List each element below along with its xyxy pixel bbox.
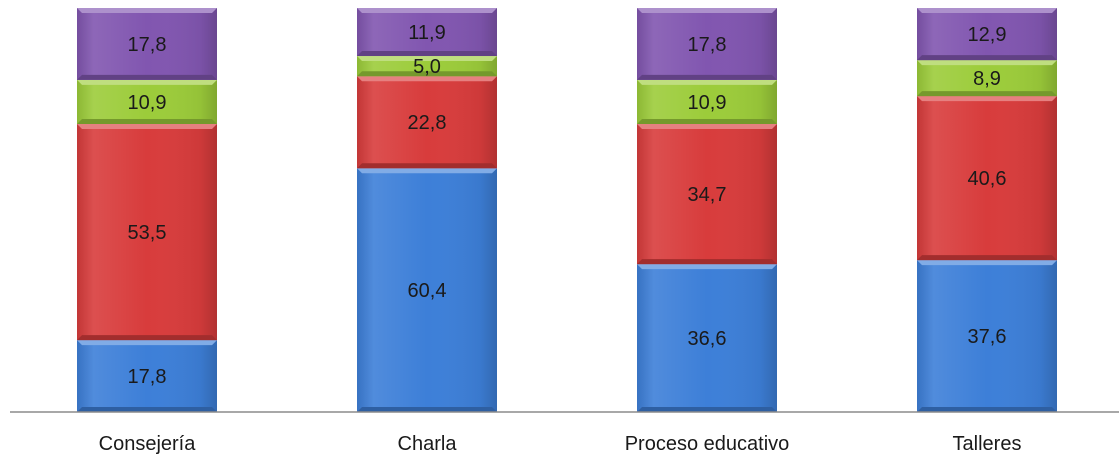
- data-label: 60,4: [408, 280, 447, 302]
- bar-bevel-top: [917, 8, 1057, 13]
- bar-shading: [637, 8, 777, 80]
- bar-bevel-bottom: [77, 118, 217, 124]
- bar-bevel-bottom: [637, 118, 777, 124]
- bar-shading: [77, 340, 217, 412]
- bar-shading: [917, 96, 1057, 261]
- bar-bevel-top: [357, 56, 497, 62]
- bar-shading: [357, 8, 497, 57]
- data-label: 22,8: [408, 112, 447, 134]
- bar-segment-1-2: 5,0: [357, 56, 497, 78]
- bar-bevel-top: [357, 8, 497, 13]
- bar-segment-0-3: 17,8: [77, 8, 217, 80]
- bar-segment-0-1: 53,5: [77, 123, 217, 341]
- bar-bevel-top: [77, 79, 217, 85]
- bar-bevel-bottom: [357, 407, 497, 412]
- data-label: 37,6: [968, 326, 1007, 348]
- bar-bevel-top: [637, 123, 777, 129]
- data-label: 34,7: [688, 184, 727, 206]
- bar-bevel-bottom: [917, 407, 1057, 412]
- bar-bevel-top: [917, 60, 1057, 66]
- bar-segment-0-0: 17,8: [77, 340, 217, 412]
- data-label: 17,8: [688, 34, 727, 56]
- category-label: Talleres: [953, 433, 1022, 455]
- bar-bevel-bottom: [357, 71, 497, 77]
- category-labels: Consejería Charla Proceso educativo Tallere…: [99, 433, 1022, 455]
- bar-segment-3-3: 12,9: [917, 8, 1057, 61]
- bar-bevel-top: [357, 168, 497, 174]
- data-label: 17,8: [128, 34, 167, 56]
- bar-bevel-bottom: [357, 163, 497, 169]
- bars-group: 17,8 53,5 10,9 17,8 60,4 22,8 5,0 11,9 36,6 34,7 1…: [77, 8, 1057, 412]
- data-label: 12,9: [968, 24, 1007, 46]
- bar-bevel-top: [77, 123, 217, 129]
- category-label: Charla: [398, 433, 458, 455]
- bar-bevel-top: [637, 79, 777, 85]
- bar-bevel-bottom: [357, 51, 497, 57]
- bar-segment-0-2: 10,9: [77, 79, 217, 124]
- bar-shading: [357, 168, 497, 412]
- bar-bevel-bottom: [917, 255, 1057, 261]
- bar-bevel-bottom: [77, 407, 217, 412]
- data-label: 11,9: [408, 22, 445, 44]
- data-label: 53,5: [128, 222, 167, 244]
- bar-bevel-top: [637, 264, 777, 270]
- bar-bevel-top: [917, 96, 1057, 102]
- bar-bevel-top: [917, 260, 1057, 266]
- data-label: 8,9: [973, 68, 1001, 90]
- bar-bevel-top: [637, 8, 777, 13]
- bar-shading: [77, 123, 217, 341]
- bar-segment-3-1: 40,6: [917, 96, 1057, 261]
- bar-segment-2-0: 36,6: [637, 264, 777, 412]
- bar-bevel-bottom: [917, 55, 1057, 61]
- bar-segment-3-0: 37,6: [917, 260, 1057, 412]
- bar-shading: [917, 260, 1057, 412]
- bar-shading: [637, 264, 777, 412]
- bar-bevel-top: [77, 340, 217, 346]
- category-label: Consejería: [99, 433, 197, 455]
- bar-segment-2-2: 10,9: [637, 79, 777, 124]
- bar-bevel-bottom: [637, 74, 777, 80]
- bar-bevel-bottom: [77, 74, 217, 80]
- bar-shading: [77, 8, 217, 80]
- bar-shading: [637, 79, 777, 124]
- bar-segment-1-1: 22,8: [357, 76, 497, 169]
- bar-shading: [917, 8, 1057, 61]
- bar-segment-2-1: 34,7: [637, 123, 777, 265]
- data-label: 17,8: [128, 366, 167, 388]
- bar-bevel-bottom: [637, 407, 777, 412]
- data-label: 10,9: [128, 92, 167, 114]
- bar-shading: [357, 56, 497, 77]
- bar-shading: [917, 60, 1057, 97]
- data-label: 40,6: [968, 168, 1007, 190]
- data-label: 5,0: [413, 56, 441, 78]
- category-label: Proceso educativo: [625, 433, 790, 455]
- bar-bevel-top: [77, 8, 217, 13]
- bar-shading: [357, 76, 497, 169]
- bar-bevel-bottom: [917, 91, 1057, 97]
- data-label: 10,9: [688, 92, 727, 114]
- bar-segment-1-3: 11,9: [357, 8, 497, 57]
- bar-shading: [637, 123, 777, 265]
- bar-bevel-top: [357, 76, 497, 82]
- bar-segment-1-0: 60,4: [357, 168, 497, 412]
- bar-bevel-bottom: [77, 335, 217, 341]
- bar-bevel-bottom: [637, 259, 777, 265]
- bar-segment-3-2: 8,9: [917, 60, 1057, 97]
- data-label: 36,6: [688, 328, 727, 350]
- bar-shading: [77, 79, 217, 124]
- bar-segment-2-3: 17,8: [637, 8, 777, 80]
